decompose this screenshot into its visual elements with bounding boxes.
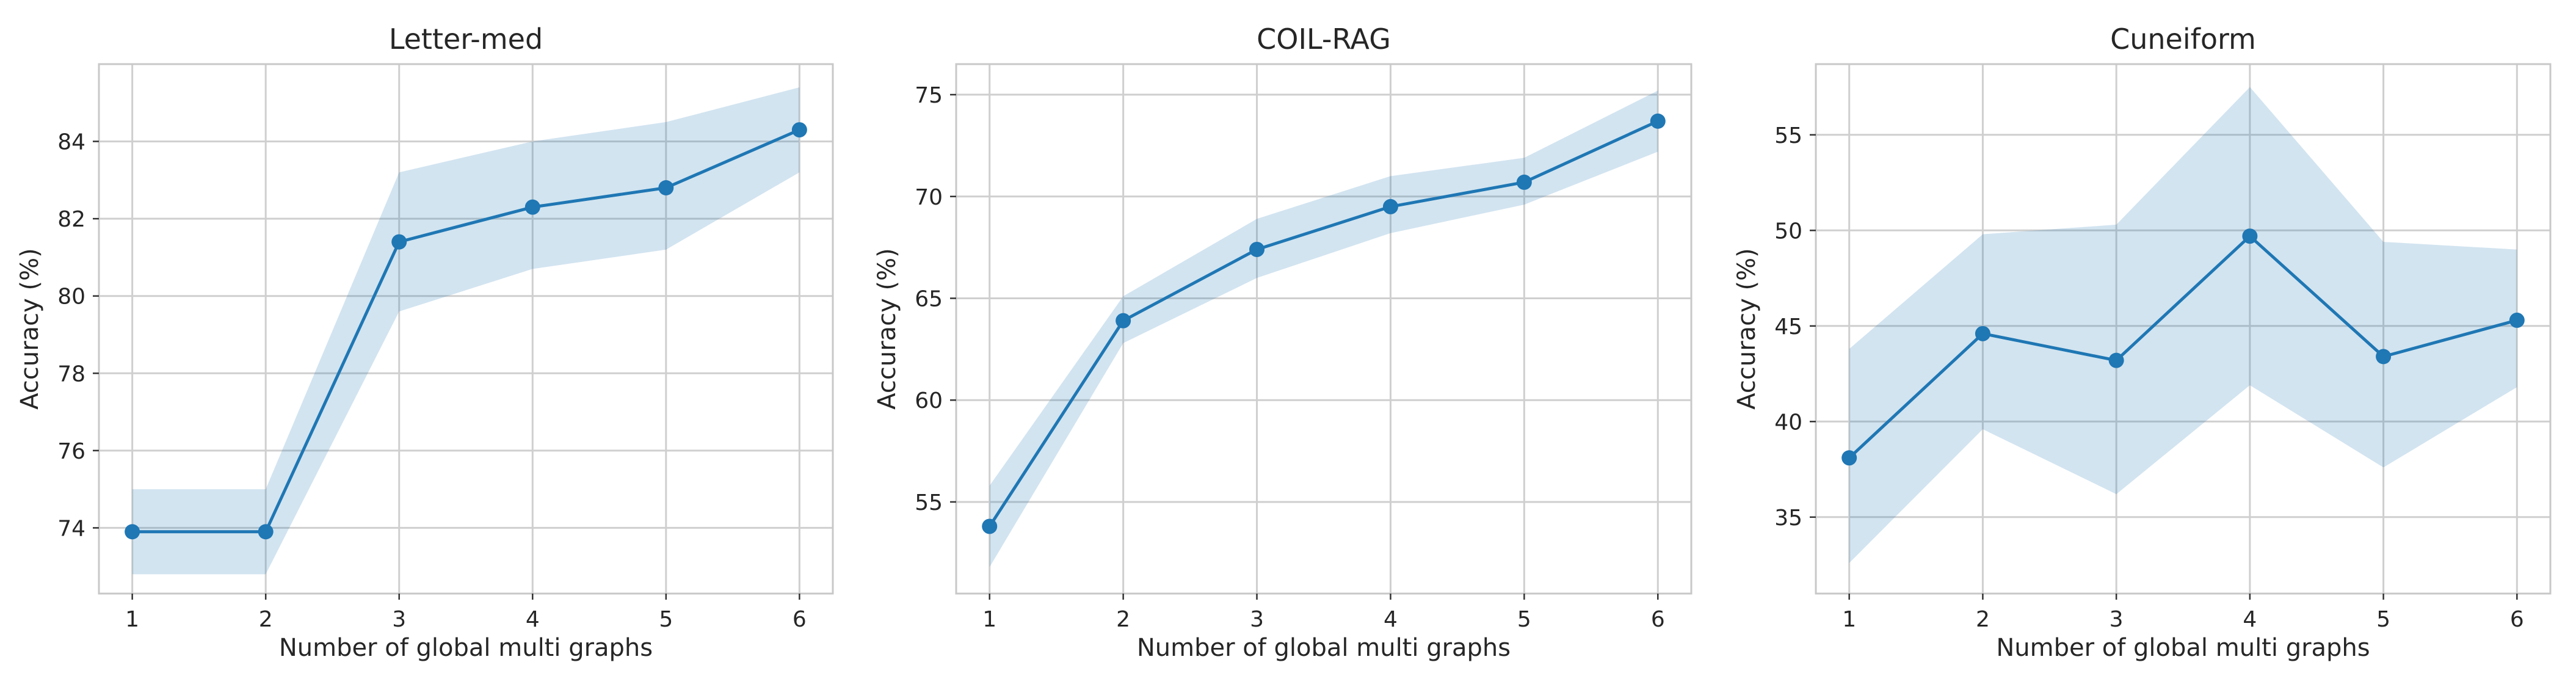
y-axis-label: Accuracy (%) — [1733, 248, 1761, 410]
y-tick-label: 82 — [57, 207, 85, 232]
x-tick-label: 3 — [392, 607, 406, 632]
data-point — [1975, 325, 1990, 341]
confidence-band — [989, 90, 1658, 567]
chart-title: Letter-med — [389, 23, 543, 56]
data-point — [1841, 450, 1857, 466]
x-tick-label: 1 — [982, 607, 996, 632]
data-point — [391, 234, 407, 250]
x-tick-label: 6 — [793, 607, 807, 632]
plot-frame — [955, 63, 1693, 595]
plot-frame — [1815, 63, 2552, 595]
series-line — [132, 128, 800, 534]
x-tick-label: 5 — [2376, 607, 2390, 632]
y-tick-label: 65 — [915, 286, 943, 311]
data-point — [658, 180, 674, 196]
y-tick-label: 84 — [57, 130, 85, 155]
data-point — [1249, 241, 1265, 257]
x-tick-label: 1 — [1842, 607, 1856, 632]
x-tick-label: 6 — [2510, 607, 2524, 632]
data-point — [125, 524, 140, 540]
y-tick-label: 55 — [1774, 123, 1802, 148]
y-tick-label: 35 — [1774, 506, 1802, 531]
x-tick-label: 5 — [659, 607, 673, 632]
x-tick-label: 5 — [1517, 607, 1531, 632]
data-point — [2242, 228, 2258, 244]
y-tick-label: 75 — [915, 83, 943, 108]
y-tick-label: 74 — [57, 516, 85, 541]
data-point — [1382, 198, 1398, 214]
data-point — [1650, 113, 1666, 129]
x-tick-label: 1 — [125, 607, 139, 632]
x-tick-label: 2 — [1976, 607, 1990, 632]
x-tick-label: 2 — [259, 607, 273, 632]
chart-title: Cuneiform — [2110, 23, 2256, 56]
y-axis-label: Accuracy (%) — [873, 248, 901, 410]
x-tick-label: 4 — [526, 607, 540, 632]
y-tick-label: 40 — [1774, 410, 1802, 435]
y-tick-label: 55 — [915, 490, 943, 515]
confidence-band — [1849, 87, 2517, 563]
x-tick-label: 2 — [1116, 607, 1130, 632]
y-tick-label: 78 — [57, 362, 85, 387]
chart-panel-2: 1 2 3 4 5 6 55 60 65 70 75 COIL-RAG Number of global… — [873, 23, 1693, 662]
data-point — [258, 524, 274, 540]
confidence-band — [132, 87, 800, 575]
y-tick-label: 60 — [915, 388, 943, 413]
x-axis-label: Number of global multi graphs — [1137, 634, 1511, 662]
data-point — [524, 199, 540, 215]
x-axis-label: Number of global multi graphs — [1996, 634, 2370, 662]
y-tick-label: 45 — [1774, 314, 1802, 340]
y-tick-label: 80 — [57, 285, 85, 310]
y-tick-label: 70 — [915, 185, 943, 210]
x-tick-label: 3 — [1250, 607, 1264, 632]
x-axis-label: Number of global multi graphs — [279, 634, 653, 662]
series-line — [1848, 234, 2517, 459]
x-tick-label: 4 — [2243, 607, 2257, 632]
chart-title: COIL-RAG — [1257, 23, 1391, 56]
data-point — [982, 518, 998, 534]
y-axis-label: Accuracy (%) — [16, 248, 44, 410]
data-point — [1116, 313, 1131, 329]
data-point — [2376, 349, 2392, 365]
data-point — [1516, 174, 1532, 190]
chart-panel-1: 1 2 3 4 5 6 74 76 78 80 82 84 Letter-med Number of gl… — [16, 23, 834, 662]
y-tick-label: 50 — [1774, 219, 1802, 244]
x-tick-label: 4 — [1384, 607, 1398, 632]
plot-frame — [98, 63, 834, 595]
y-tick-label: 76 — [57, 439, 85, 464]
series-line — [988, 120, 1659, 528]
data-point — [2509, 312, 2525, 328]
x-tick-label: 3 — [2110, 607, 2124, 632]
data-point — [791, 122, 807, 138]
x-tick-label: 6 — [1651, 607, 1665, 632]
data-point — [2108, 352, 2124, 368]
